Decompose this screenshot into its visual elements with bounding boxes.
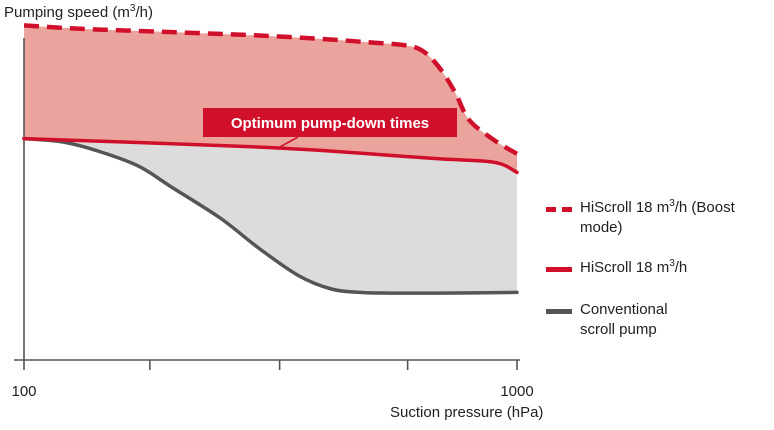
axis-ticks: 100 1000 bbox=[11, 360, 534, 400]
x-tick-label: 1000 bbox=[500, 383, 533, 400]
series-line-hiscroll bbox=[22, 136, 519, 175]
x-axis-label: Suction pressure (hPa) bbox=[390, 404, 544, 421]
x-tick-label: 100 bbox=[11, 383, 36, 400]
annotation-group: Optimum pump-down times bbox=[203, 108, 457, 148]
legend-swatch-dashed-red bbox=[546, 207, 572, 212]
gain-band-fill bbox=[24, 138, 517, 294]
legend-label-conventional: Conventional scroll pump bbox=[580, 301, 668, 338]
legend-swatch-solid-grey bbox=[546, 309, 572, 314]
series-line-conventional bbox=[22, 136, 519, 295]
legend-item-hiscroll: HiScroll 18 m3/h bbox=[546, 258, 687, 278]
series-lines bbox=[22, 23, 519, 295]
series-line-boost bbox=[23, 23, 519, 156]
legend-item-boost: HiScroll 18 m3/h (Boost mode) bbox=[546, 198, 735, 238]
annotation-box bbox=[203, 108, 457, 137]
y-axis-label-unit: /h) bbox=[135, 4, 153, 21]
y-axis-label-text: Pumping speed (m bbox=[4, 4, 130, 21]
y-axis-label: Pumping speed (m3/h) bbox=[4, 3, 153, 22]
legend-label-hiscroll: HiScroll 18 m3/h bbox=[580, 258, 688, 277]
axes bbox=[14, 38, 520, 361]
legend-swatch-solid-red bbox=[546, 267, 572, 272]
annotation-leader-line bbox=[279, 136, 299, 148]
legend-label-boost: HiScroll 18 m3/h (Boost mode) bbox=[580, 198, 735, 237]
y-axis-label-superscript: 3 bbox=[129, 3, 136, 14]
legend-item-conventional: Conventional scroll pump bbox=[546, 300, 668, 340]
annotation-text: Optimum pump-down times bbox=[231, 115, 429, 132]
